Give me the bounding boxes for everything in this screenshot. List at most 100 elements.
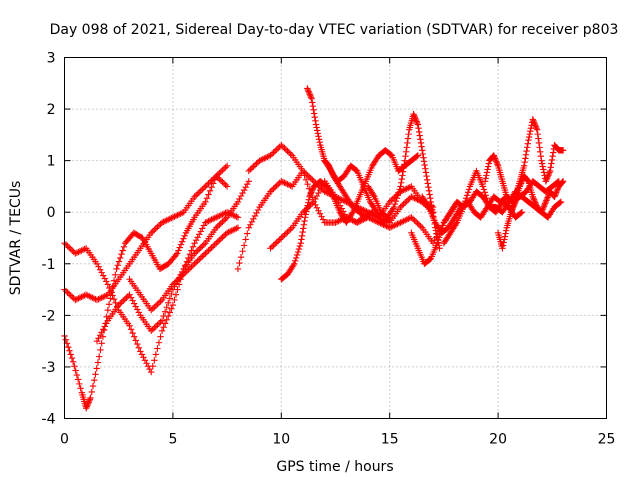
data-point [155, 222, 163, 229]
data-point [75, 248, 82, 256]
data-point [400, 217, 407, 225]
data-point [276, 236, 283, 243]
data-point [251, 212, 259, 220]
data-point [183, 267, 191, 275]
data-point [65, 244, 73, 251]
data-point [553, 189, 560, 196]
data-point [205, 247, 212, 254]
data-point [152, 225, 160, 232]
data-point [302, 176, 310, 183]
data-point [422, 165, 429, 172]
data-point [180, 270, 187, 278]
data-point [405, 196, 412, 203]
data-point [87, 394, 94, 402]
data-point [197, 228, 204, 235]
data-point [547, 164, 554, 171]
data-point [69, 358, 77, 365]
data-point [423, 176, 431, 183]
data-point [398, 218, 406, 225]
data-point [310, 110, 318, 117]
data-point [296, 242, 304, 250]
data-point [304, 181, 311, 188]
data-point [127, 326, 135, 333]
data-point [200, 251, 208, 259]
data-point [180, 235, 187, 242]
data-point [397, 183, 404, 190]
data-point [185, 266, 192, 273]
data-point [549, 153, 556, 160]
data-point [73, 249, 81, 256]
data-point [546, 169, 553, 176]
data-point [84, 402, 91, 409]
data-point [219, 218, 226, 225]
data-point [171, 279, 178, 287]
data-point [171, 213, 178, 220]
data-point [493, 159, 501, 167]
data-point [202, 198, 209, 206]
data-point [222, 164, 229, 171]
data-point [140, 354, 147, 361]
data-point [518, 209, 526, 216]
data-point [271, 183, 279, 191]
data-point [217, 168, 225, 175]
data-point [197, 187, 204, 195]
data-point [401, 199, 409, 206]
data-point [234, 224, 242, 231]
data-point [315, 207, 322, 214]
data-point [502, 227, 510, 234]
data-point [208, 216, 215, 223]
data-point [540, 166, 547, 173]
data-point [420, 158, 428, 165]
data-point [493, 158, 500, 165]
data-point [209, 215, 217, 223]
data-point [120, 297, 127, 304]
data-point [174, 211, 181, 219]
data-point [220, 232, 228, 239]
data-point [93, 365, 100, 372]
data-point [262, 154, 270, 161]
data-point [96, 332, 104, 339]
data-point [519, 177, 526, 184]
data-point [247, 166, 254, 173]
data-point [278, 178, 285, 185]
data-point [299, 228, 306, 236]
data-point [250, 163, 257, 170]
data-point [403, 144, 410, 151]
data-point [158, 317, 166, 324]
data-point [278, 234, 285, 242]
data-point [114, 262, 121, 269]
data-point [398, 175, 405, 183]
data-point [532, 122, 539, 129]
data-point [196, 189, 203, 196]
data-point [534, 130, 541, 138]
data-point [298, 232, 306, 239]
data-point [509, 204, 517, 211]
data-point [304, 202, 311, 209]
data-point [548, 156, 556, 164]
data-point [64, 289, 71, 296]
data-point [256, 157, 263, 164]
data-point [349, 217, 356, 224]
data-point [86, 396, 94, 403]
x-tick-labels: 0 5 10 15 20 25 [60, 432, 615, 448]
data-point [352, 218, 359, 225]
data-point [464, 189, 472, 196]
data-point [406, 214, 414, 222]
data-point [129, 329, 136, 337]
data-point [484, 166, 491, 173]
y-tick-label: 0 [47, 205, 56, 221]
data-point [397, 219, 404, 226]
data-point [98, 269, 105, 276]
data-point [233, 213, 240, 220]
data-point [196, 256, 203, 263]
data-point [101, 323, 108, 330]
data-point [533, 126, 541, 133]
data-point [172, 278, 180, 285]
data-point [188, 247, 195, 254]
data-point [160, 218, 167, 225]
data-point [267, 188, 274, 195]
data-point [530, 196, 538, 203]
y-tick-label: -4 [42, 412, 56, 428]
data-point [74, 376, 82, 383]
data-point [535, 139, 543, 147]
